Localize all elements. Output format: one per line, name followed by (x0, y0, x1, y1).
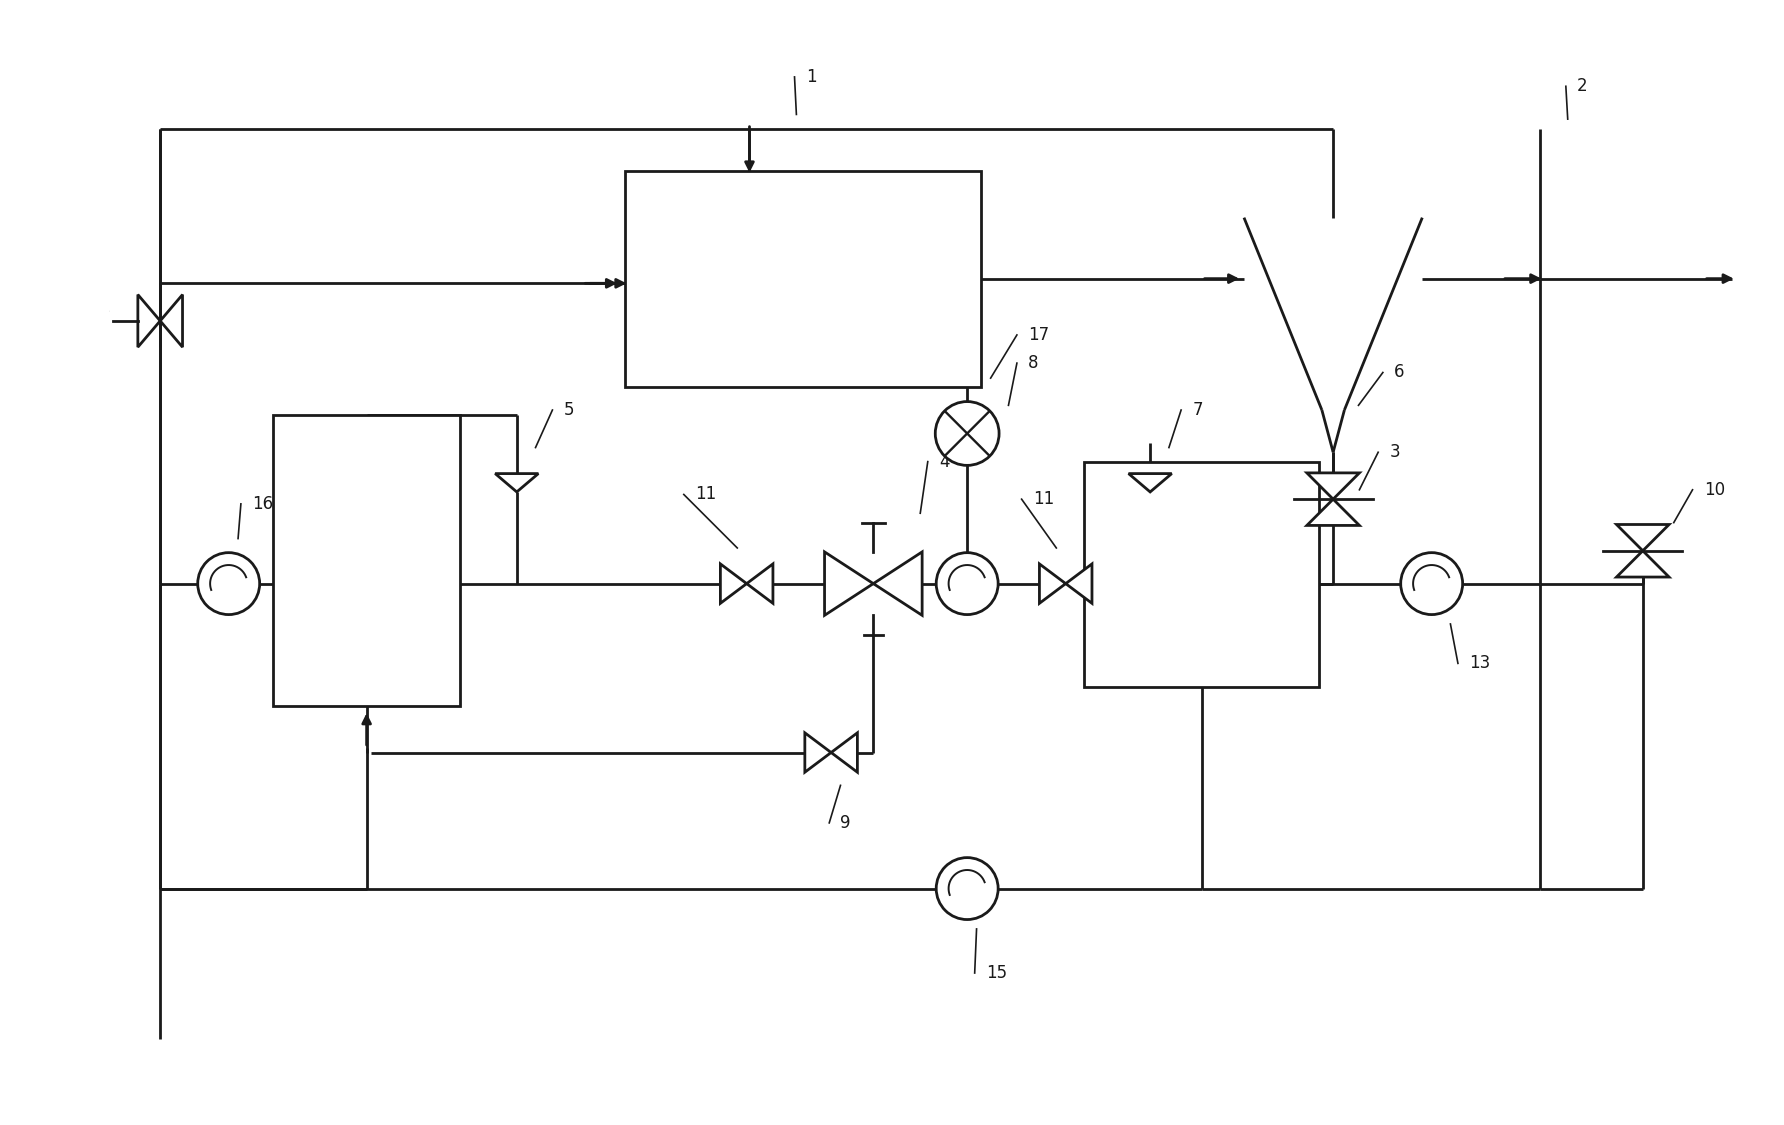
Text: 7: 7 (1192, 400, 1202, 418)
Circle shape (1400, 552, 1463, 614)
Polygon shape (721, 564, 747, 603)
Text: 13: 13 (1470, 655, 1490, 673)
Text: 11: 11 (696, 486, 717, 504)
Polygon shape (1065, 564, 1092, 603)
Polygon shape (496, 474, 539, 492)
Polygon shape (1616, 524, 1670, 551)
Text: 15: 15 (987, 964, 1008, 982)
Polygon shape (1616, 551, 1670, 577)
Polygon shape (1308, 472, 1359, 500)
Polygon shape (161, 295, 182, 348)
Text: 10: 10 (1704, 480, 1725, 498)
Text: 4: 4 (938, 452, 949, 470)
Text: 11: 11 (1033, 490, 1054, 508)
Text: 2: 2 (1577, 78, 1588, 96)
Circle shape (937, 552, 997, 614)
Text: 3: 3 (1390, 443, 1400, 461)
Text: 6: 6 (1393, 363, 1404, 381)
Polygon shape (1308, 500, 1359, 525)
Bar (1085, 461, 1318, 687)
Polygon shape (137, 295, 161, 348)
Bar (624, 171, 981, 387)
Text: 16: 16 (252, 495, 273, 513)
Circle shape (937, 857, 997, 919)
Bar (273, 415, 460, 705)
Text: 17: 17 (1028, 326, 1049, 344)
Polygon shape (1129, 474, 1172, 492)
Circle shape (198, 552, 260, 614)
Circle shape (935, 402, 999, 466)
Text: 8: 8 (1028, 354, 1038, 372)
Polygon shape (824, 552, 874, 615)
Polygon shape (747, 564, 772, 603)
Polygon shape (831, 732, 858, 772)
Polygon shape (1040, 564, 1065, 603)
Text: 1: 1 (806, 68, 817, 86)
Polygon shape (874, 552, 922, 615)
Text: 9: 9 (840, 813, 851, 831)
Text: 5: 5 (564, 400, 574, 418)
Polygon shape (805, 732, 831, 772)
